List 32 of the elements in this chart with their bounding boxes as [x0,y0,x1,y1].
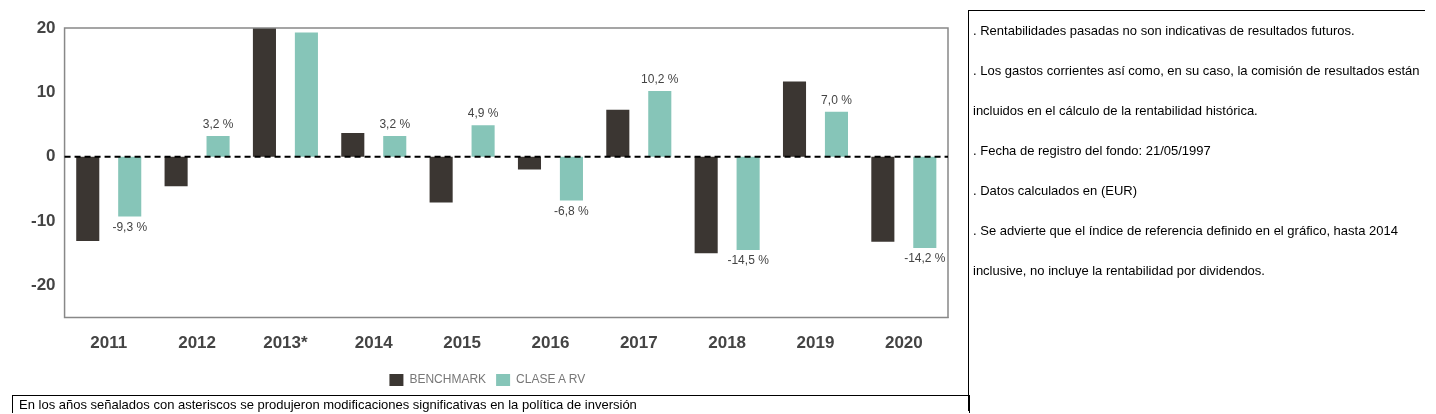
legend-label: BENCHMARK [409,372,487,387]
x-tick-label: 2017 [619,333,658,353]
data-label: 3,2 % [379,117,411,132]
text: . Fecha de registro del fondo: 21/05/1997 [973,142,1212,160]
y-tick-label: 20 [36,17,56,37]
legend-label: CLASE A RV [516,372,586,387]
text: En los años señalados con asteriscos se produjeron modificaciones significativas en la política de inversión [12,395,970,413]
y-tick-label: -20 [30,275,56,295]
x-tick-label: 2014 [354,333,394,353]
text: . Los gastos corrientes así como, en su caso, la comisión de resultados están incluidos en el cálculo de la rentabilidad histórica. [973,63,1420,118]
data-label: 10,2 % [641,72,679,87]
data-label: 4,9 % [467,106,499,121]
text: . Datos calculados en (EUR) [973,182,1138,200]
x-tick-label: 2016 [531,333,570,353]
text: . Rentabilidades pasadas no son indicativas de resultados futuros. [973,22,1356,40]
text: . Se advierte que el índice de referencia definido en el gráfico, hasta 2014 inclusive, no incluye la rentabilidad por dividendos. [973,223,1398,278]
data-label: -14,2 % [904,251,946,266]
y-tick-label: 0 [46,146,56,166]
y-tick-label: 10 [36,82,56,102]
data-label: 7,0 % [821,92,853,107]
x-tick-label: 2018 [708,333,747,353]
data-label: -6,8 % [554,203,590,218]
x-tick-label: 2015 [443,333,482,353]
data-label: -9,3 % [112,219,148,234]
x-tick-label: 2013* [263,333,309,353]
x-tick-label: 2020 [884,333,923,353]
data-label: -14,5 % [727,253,770,268]
x-tick-label: 2012 [178,333,216,353]
data-label: 3,2 % [202,117,234,132]
x-tick-label: 2011 [90,333,128,353]
y-tick-label: -10 [30,210,56,230]
x-tick-label: 2019 [796,333,835,353]
